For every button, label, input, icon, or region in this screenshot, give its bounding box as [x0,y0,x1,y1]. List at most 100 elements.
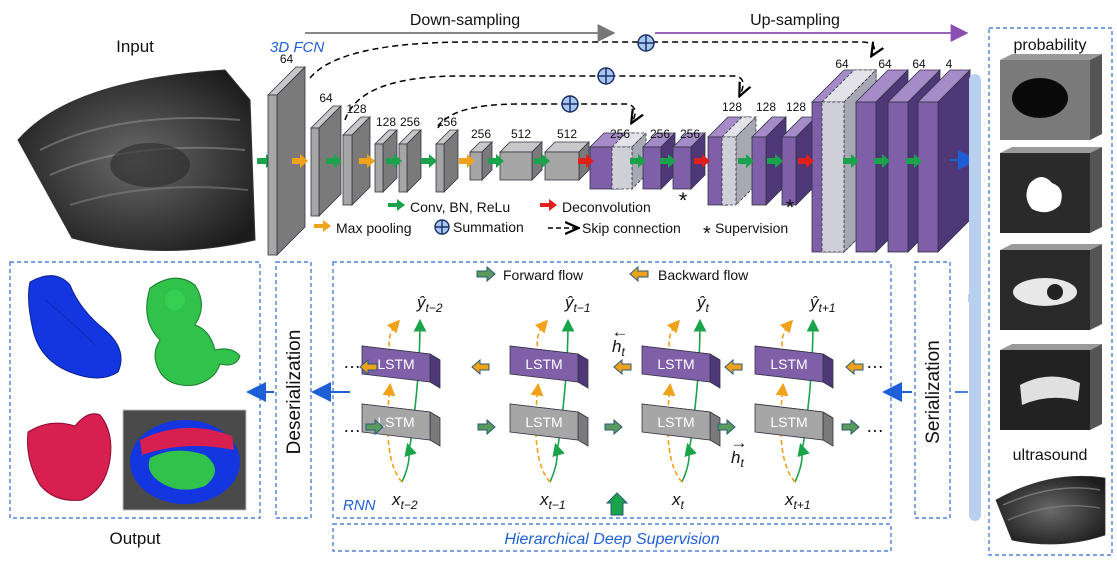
rnn-output-label: ŷt−2 [416,293,443,315]
maxpool-arrow-icon [459,154,475,168]
h-back-label: ht [612,337,625,359]
rnn-input-label: xt−2 [391,490,418,512]
output-panel [9,261,261,519]
rnn-output-label: ŷt−1 [564,293,591,315]
lstm-label: LSTM [525,356,562,372]
forward-flow-icon [604,418,623,436]
probability-volume [1000,147,1102,233]
backward-flow-icon [359,358,378,376]
lstm-cell: LSTM [754,403,834,447]
segmentation-green-fetus [146,277,241,386]
channel-label: 64 [835,57,849,71]
channel-label: 128 [722,100,742,114]
backward-connection [382,382,403,483]
probability-volume [1000,344,1102,430]
channel-label: 64 [319,91,333,105]
lstm-cell: LSTM [641,403,721,447]
backward-connection [775,382,796,483]
backward-flow-icon [845,358,864,376]
legend-sum: Summation [453,219,524,235]
feature-block [672,132,706,190]
deconv-arrow-icon [540,199,557,211]
skip-connection-short [437,103,635,129]
lstm-label: LSTM [770,356,807,372]
down-sampling-label: Down-sampling [410,12,520,29]
conv-arrow-icon [738,154,754,168]
legend-backward: Backward flow [658,267,749,283]
channel-label: 256 [471,127,491,141]
ultrasound-volume-image [995,475,1106,545]
serialization-box [914,261,951,519]
channel-label: 128 [756,100,776,114]
input-ultrasound-image [17,69,256,251]
ellipsis-right-bottom: … [866,416,884,436]
serialization-label: Serialization [923,340,944,444]
legend-skip: Skip connection [582,220,681,236]
h-back-arrow: ← [612,322,629,341]
grouping-brace [968,74,981,521]
lstm-cell: LSTM [361,345,441,389]
supervision-star-icon: * [703,223,711,245]
supervision-star-icon: * [679,188,688,213]
ellipsis-left-bottom: … [343,416,361,436]
channel-label: 512 [511,127,531,141]
probability-label: probability [1014,37,1087,54]
segmentation-overlay-image [122,409,247,511]
h-fwd-arrow: → [731,433,748,452]
rnn-output-label: ŷt [696,293,710,315]
conv-arrow-icon [386,154,402,168]
channel-label: 64 [280,52,294,66]
volumes-panel [988,27,1113,556]
conv-arrow-icon [874,154,890,168]
rnn-output-label: ŷt+1 [809,293,836,315]
conv-arrow-icon [843,154,859,168]
input-title: Input [116,37,154,56]
probability-volumes [1000,54,1102,430]
lstm-label: LSTM [377,356,414,372]
forward-connection [681,442,697,483]
forward-flow-icon [477,418,496,436]
channel-label: 512 [557,127,577,141]
legend-forward: Forward flow [503,267,584,283]
rnn-input-label: xt+1 [784,490,811,512]
feature-block [469,141,493,181]
forward-flow-icon [841,418,860,436]
backward-flow-icon [629,265,649,283]
conv-arrow-icon [534,154,550,168]
ultrasound-label: ultrasound [1013,447,1088,464]
summation-icon [637,34,655,52]
channel-label: 256 [437,115,457,129]
forward-flow-icon [365,418,384,436]
channel-label: 256 [400,115,420,129]
output-title: Output [109,529,160,548]
forward-flow-icon [476,265,496,283]
hds-box [332,523,892,552]
hds-arrow-icon [605,492,629,516]
lstm-cell: LSTM [641,345,721,389]
hds-label: Hierarchical Deep Supervision [504,531,719,548]
forward-connection [401,442,417,483]
feature-block [267,66,306,256]
forward-connection [794,442,810,483]
feature-block [310,105,342,217]
maxpool-arrow-icon [359,154,375,168]
lstm-label: LSTM [657,414,694,430]
segmentation-red-volume [27,413,112,501]
deserialization-label: Deserialization [284,330,305,455]
conv-arrow-icon [421,154,437,168]
lstm-cell: LSTM [509,345,589,389]
maxpool-arrow-icon [292,154,308,168]
deconv-arrow-icon [694,154,710,168]
conv-arrow-icon [660,154,676,168]
summation-icon [561,95,579,113]
channel-label: 64 [878,57,892,71]
forward-connection [549,442,565,483]
feature-block [435,129,459,193]
rnn-input-label: xt−1 [539,490,566,512]
deconv-arrow-icon [798,154,814,168]
ellipsis-left-top: … [343,352,361,372]
channel-label: 4 [946,57,953,71]
h-fwd-label: ht [731,448,744,470]
conv-arrow-icon [630,154,646,168]
